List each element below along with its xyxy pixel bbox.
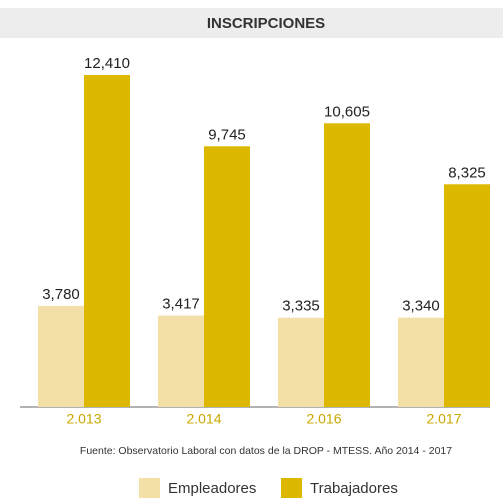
value-label: 8,325 [448,164,486,181]
value-label: 3,335 [282,298,320,315]
bar [158,315,204,407]
bar [324,123,370,407]
value-label: 3,340 [402,298,440,315]
bar [444,184,490,407]
source-note: Fuente: Observatorio Laboral con datos d… [80,445,452,457]
x-tick-label: 2.014 [186,411,221,427]
legend-swatch [281,478,302,498]
bar [204,146,250,408]
legend-swatch [139,478,160,498]
bar [84,75,130,407]
legend-label: Trabajadores [310,480,398,497]
x-tick-label: 2.017 [426,411,461,427]
value-label: 12,410 [84,55,130,72]
value-label: 3,780 [42,286,80,303]
x-tick-label: 2.013 [66,411,101,427]
bar [38,305,84,407]
chart-title: INSCRIPCIONES [207,15,325,32]
x-tick-label: 2.016 [306,411,341,427]
value-label: 10,605 [324,103,370,120]
value-label: 9,745 [208,126,246,143]
title-band [0,8,503,38]
legend-label: Empleadores [168,480,256,497]
bar [398,317,444,407]
bar [278,317,324,407]
value-label: 3,417 [162,296,200,313]
